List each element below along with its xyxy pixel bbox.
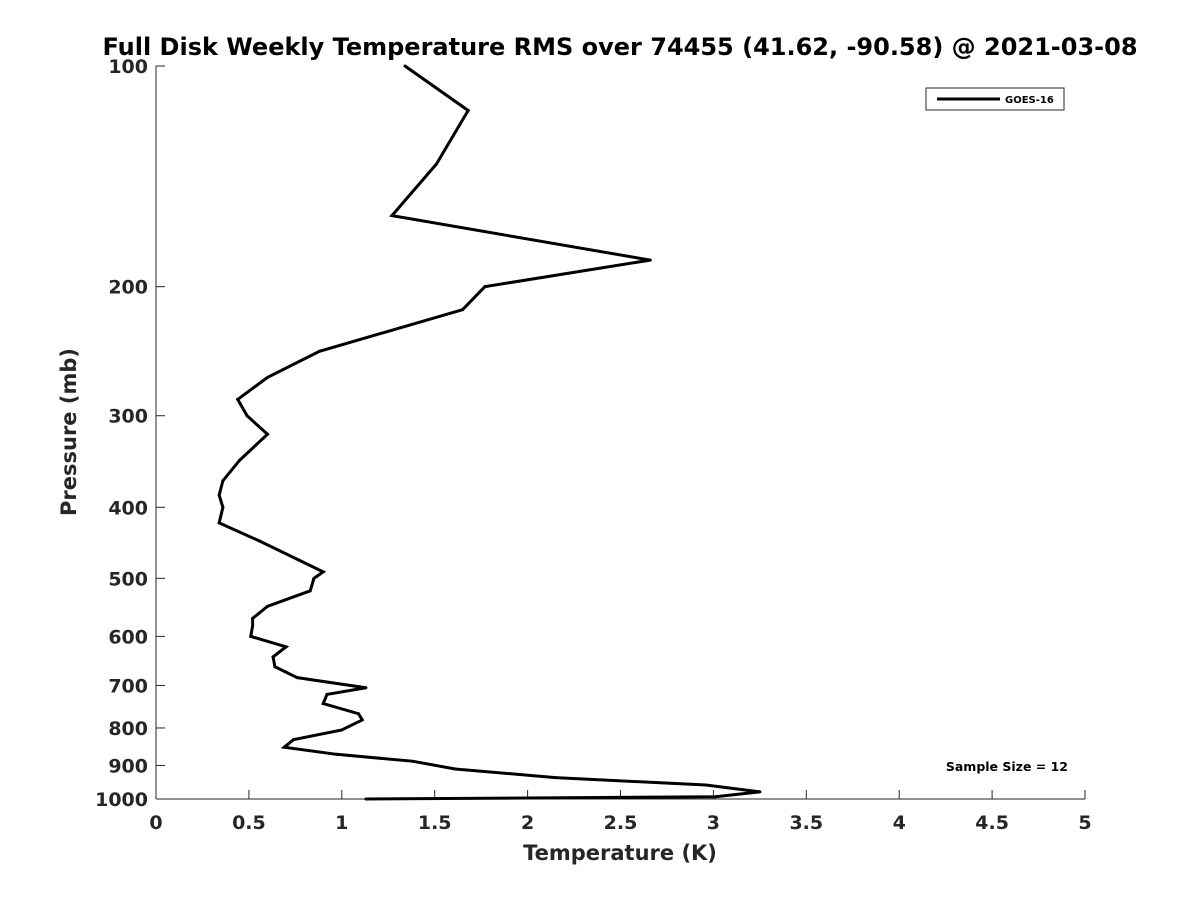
legend-label-goes-16: GOES-16 bbox=[1005, 95, 1054, 106]
data-point bbox=[357, 712, 361, 716]
data-point bbox=[238, 458, 242, 462]
data-point bbox=[334, 752, 338, 756]
data-point bbox=[466, 108, 470, 112]
y-tick-label: 200 bbox=[108, 277, 148, 299]
data-point bbox=[435, 162, 439, 166]
x-ticks: 0 0.5 1 1.5 2 2.5 3 3.5 4 4.5 5 bbox=[149, 790, 1092, 834]
data-point bbox=[461, 308, 465, 312]
data-point bbox=[318, 349, 321, 353]
data-point bbox=[403, 64, 407, 68]
y-tick-label: 400 bbox=[108, 497, 148, 519]
data-point bbox=[236, 397, 240, 401]
data-point bbox=[295, 676, 299, 680]
y-tick-label: 500 bbox=[108, 568, 148, 590]
data-point bbox=[325, 692, 329, 696]
data-point bbox=[258, 539, 262, 543]
data-point bbox=[483, 285, 487, 289]
x-tick-label: 5 bbox=[1078, 812, 1091, 834]
y-tick-label: 900 bbox=[108, 755, 148, 777]
data-point bbox=[217, 493, 221, 497]
y-axis-label: Pressure (mb) bbox=[57, 348, 81, 516]
data-point bbox=[251, 616, 255, 620]
data-point bbox=[284, 645, 288, 649]
data-point bbox=[221, 479, 225, 483]
x-tick-label: 3 bbox=[707, 812, 720, 834]
y-tick-label: 300 bbox=[108, 406, 148, 428]
data-point bbox=[245, 414, 249, 418]
data-point bbox=[249, 634, 253, 638]
data-point bbox=[553, 776, 557, 780]
data-point bbox=[758, 790, 762, 794]
data-point bbox=[282, 745, 286, 749]
data-point bbox=[648, 258, 652, 262]
x-tick-label: 4.5 bbox=[975, 812, 1009, 834]
y-tick-label: 1000 bbox=[95, 789, 148, 811]
data-point bbox=[390, 214, 394, 218]
data-point bbox=[221, 505, 225, 509]
x-tick-label: 0.5 bbox=[232, 812, 266, 834]
data-point bbox=[360, 718, 364, 722]
data-point bbox=[291, 738, 295, 742]
data-point bbox=[713, 795, 717, 799]
data-point bbox=[271, 655, 275, 659]
x-tick-label: 1.5 bbox=[418, 812, 452, 834]
chart-title: Full Disk Weekly Temperature RMS over 74… bbox=[102, 33, 1137, 61]
legend: GOES-16 bbox=[925, 87, 1065, 111]
x-tick-label: 3.5 bbox=[789, 812, 823, 834]
x-tick-label: 1 bbox=[335, 812, 348, 834]
y-tick-label: 700 bbox=[108, 675, 148, 697]
data-point bbox=[265, 432, 269, 436]
data-point bbox=[321, 702, 325, 706]
x-tick-label: 4 bbox=[893, 812, 906, 834]
data-point bbox=[340, 728, 344, 732]
data-point bbox=[321, 570, 325, 574]
y-tick-label: 600 bbox=[108, 626, 148, 648]
data-point bbox=[410, 759, 414, 763]
data-point bbox=[364, 686, 368, 690]
data-point bbox=[265, 375, 269, 379]
y-tick-label: 800 bbox=[108, 718, 148, 740]
x-tick-label: 2 bbox=[521, 812, 534, 834]
data-point bbox=[453, 767, 457, 771]
data-point bbox=[308, 589, 312, 593]
data-point bbox=[217, 521, 221, 525]
x-tick-label: 2.5 bbox=[604, 812, 638, 834]
sample-size-annotation: Sample Size = 12 bbox=[946, 759, 1068, 774]
series-layer bbox=[217, 64, 762, 801]
data-point bbox=[273, 665, 277, 669]
data-point bbox=[704, 783, 708, 787]
x-axis-label: Temperature (K) bbox=[523, 841, 717, 865]
data-point bbox=[265, 604, 269, 608]
y-ticks: 100 200 300 400 500 600 700 800 900 1000 bbox=[95, 56, 165, 811]
y-tick-label: 100 bbox=[108, 56, 148, 78]
data-point bbox=[312, 576, 316, 580]
data-point bbox=[251, 624, 255, 628]
x-tick-label: 0 bbox=[149, 812, 162, 834]
data-point bbox=[364, 797, 368, 801]
